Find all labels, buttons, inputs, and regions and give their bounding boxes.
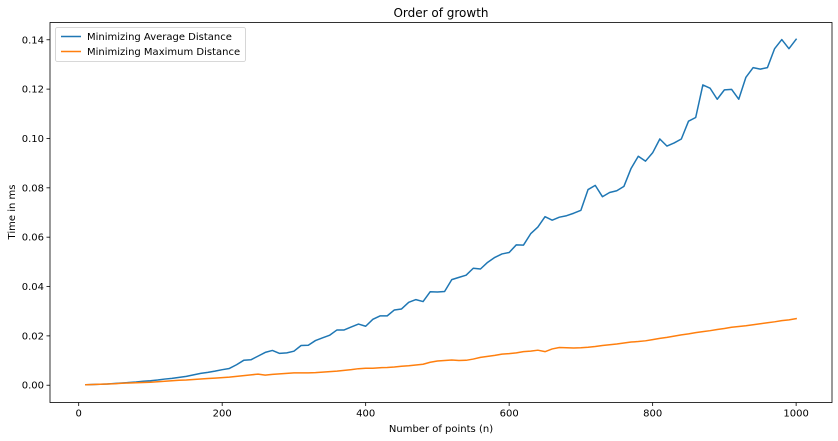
y-tick-label: 0.10 <box>22 134 44 145</box>
y-tick-label: 0.02 <box>22 331 44 342</box>
y-tick-label: 0.00 <box>22 381 44 392</box>
y-tick-label: 0.08 <box>22 183 44 194</box>
series-line-maximum-distance <box>85 317 797 386</box>
chart-title: Order of growth <box>393 6 488 20</box>
x-tick: 600 <box>500 402 519 420</box>
y-tick: 0.14 <box>22 35 50 46</box>
y-tick: 0.02 <box>22 331 50 342</box>
y-tick-label: 0.06 <box>22 233 44 244</box>
plot-area: 0 200 400 600 800 1000 0.000.020.040.060.080.… <box>22 22 833 420</box>
x-axis-label: Number of points (n) <box>389 424 493 435</box>
series-lines <box>85 38 798 386</box>
x-tick: 0 <box>76 402 82 420</box>
legend: Minimizing Average Distance Minimizing M… <box>55 27 246 62</box>
y-tick: 0.12 <box>22 85 50 96</box>
series-line-average-distance <box>85 38 798 386</box>
x-tick-label: 600 <box>500 409 519 420</box>
x-tick-label: 800 <box>643 409 662 420</box>
legend-label-average: Minimizing Average Distance <box>87 32 232 43</box>
y-axis-ticks: 0.00 0.02 0.04 0.06 0.08 0.10 0.12 0.14 <box>22 35 50 392</box>
y-tick: 0.00 <box>22 381 50 392</box>
y-tick: 0.08 <box>22 183 50 194</box>
y-tick-label: 0.12 <box>22 85 44 96</box>
y-tick: 0.06 <box>22 233 50 244</box>
x-tick-label: 0 <box>76 409 82 420</box>
y-tick-label: 0.14 <box>22 35 44 46</box>
legend-box <box>55 27 246 62</box>
plot-frame <box>49 22 833 403</box>
x-tick-label: 1000 <box>783 409 808 420</box>
legend-label-maximum: Minimizing Maximum Distance <box>87 47 240 58</box>
x-axis-ticks: 0 200 400 600 800 1000 <box>76 402 809 420</box>
x-tick: 1000 <box>783 402 809 420</box>
y-tick-label: 0.04 <box>22 282 44 293</box>
y-tick: 0.10 <box>22 134 50 145</box>
y-axis-label: Time in ms <box>7 185 18 241</box>
x-tick: 200 <box>213 402 232 420</box>
x-tick-label: 400 <box>356 409 375 420</box>
x-tick-label: 200 <box>213 409 232 420</box>
x-tick: 400 <box>356 402 375 420</box>
y-tick: 0.04 <box>22 282 50 293</box>
x-tick: 800 <box>643 402 662 420</box>
